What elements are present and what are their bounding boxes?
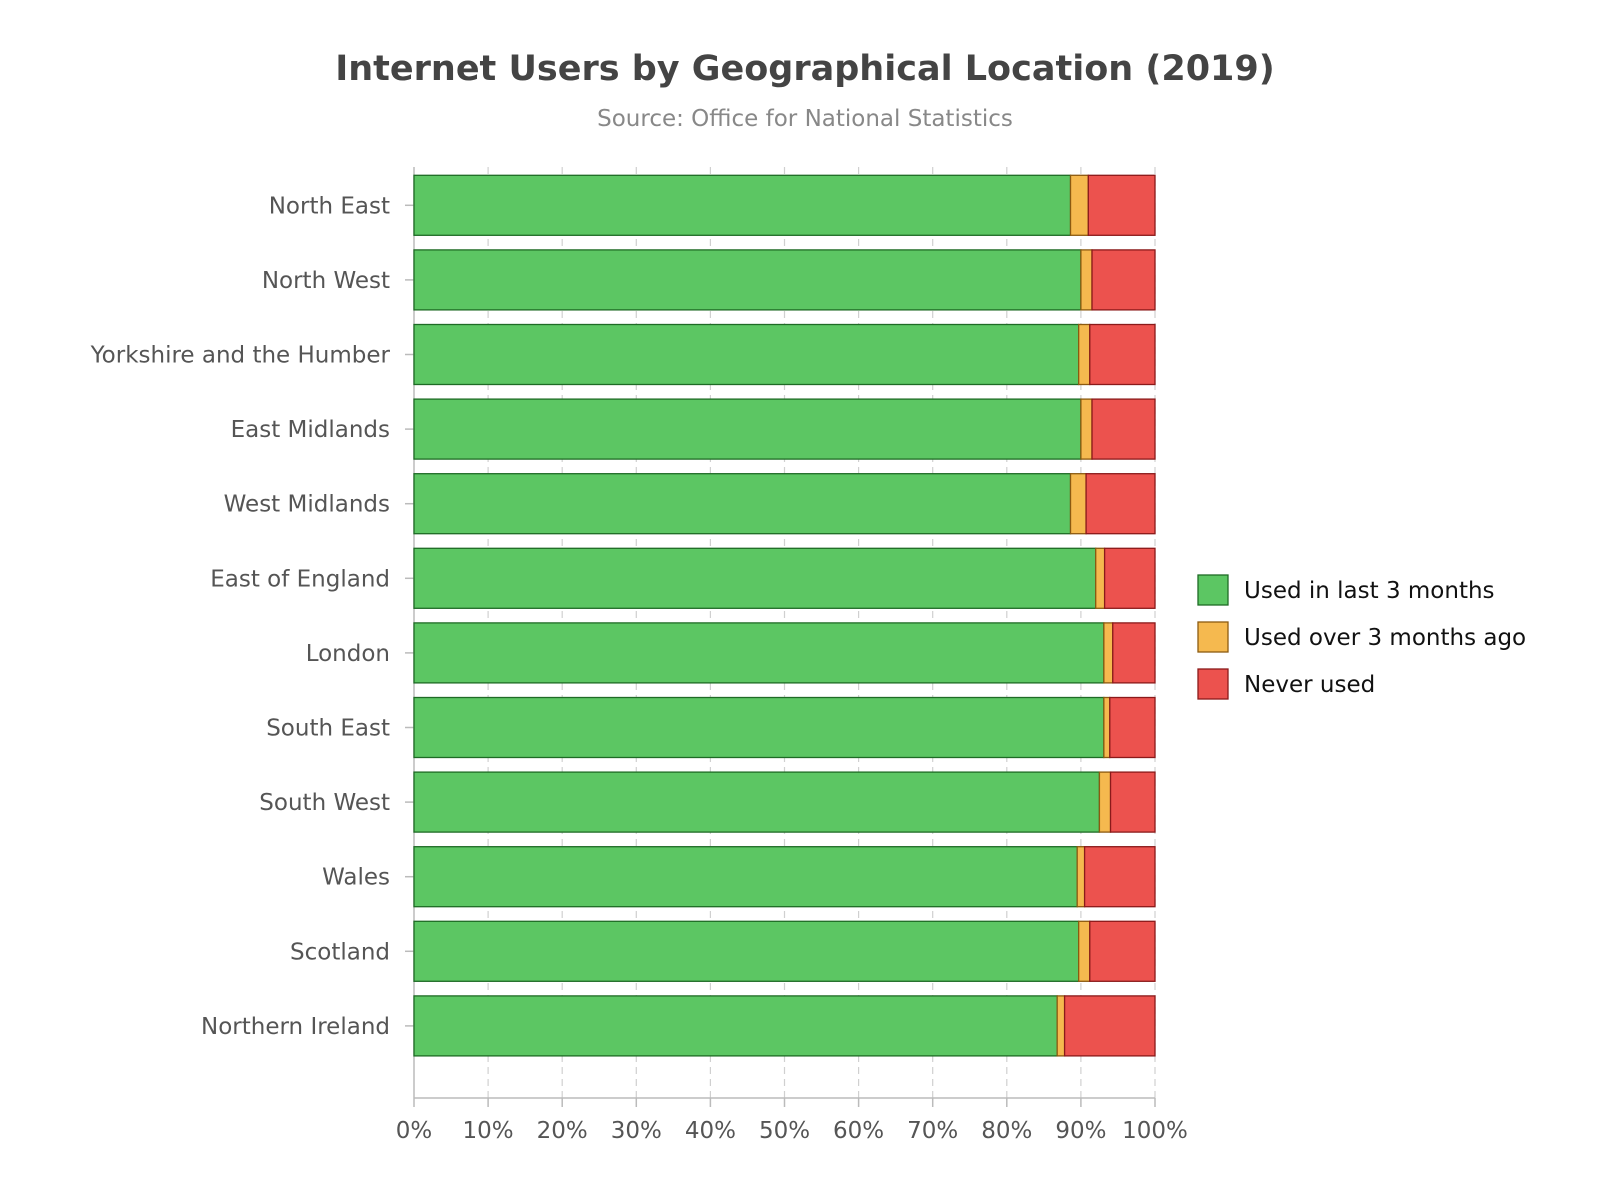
bar-segment-used-last-3-months[interactable]: [413, 846, 1078, 908]
bar-segment-never-used[interactable]: [1091, 249, 1156, 311]
bar-segment-never-used[interactable]: [1109, 771, 1156, 833]
bar-segment-used-last-3-months[interactable]: [413, 995, 1058, 1057]
x-tick-label: 10%: [463, 1118, 514, 1144]
bar-segment-used-over-3-months-ago[interactable]: [1076, 846, 1086, 908]
category-label: East Midlands: [231, 417, 390, 443]
category-label: East of England: [210, 566, 390, 592]
x-tick-label: 100%: [1122, 1118, 1188, 1144]
x-tick-label: 30%: [611, 1118, 662, 1144]
chart-title: Internet Users by Geographical Location …: [335, 49, 1275, 89]
bar-segment-used-last-3-months[interactable]: [413, 771, 1101, 833]
chart-subtitle: Source: Office for National Statistics: [597, 106, 1013, 132]
bar-segment-never-used[interactable]: [1089, 920, 1156, 982]
bar-segment-never-used[interactable]: [1085, 473, 1156, 535]
x-tick-label: 50%: [759, 1118, 810, 1144]
bar-segment-never-used[interactable]: [1063, 995, 1156, 1057]
bar-segment-used-last-3-months[interactable]: [413, 920, 1080, 982]
category-label: West Midlands: [224, 492, 390, 518]
bar-segment-never-used[interactable]: [1112, 622, 1156, 684]
bar-segment-used-last-3-months[interactable]: [413, 323, 1080, 386]
bar-segment-used-over-3-months-ago[interactable]: [1069, 473, 1087, 535]
bar-segment-used-last-3-months[interactable]: [413, 174, 1072, 236]
bar-segment-never-used[interactable]: [1091, 398, 1156, 460]
x-tick-label: 90%: [1055, 1118, 1106, 1144]
bar-segment-used-over-3-months-ago[interactable]: [1056, 995, 1066, 1057]
bar-segment-never-used[interactable]: [1089, 323, 1156, 386]
legend-swatch: [1197, 574, 1229, 606]
category-label: Scotland: [290, 939, 390, 965]
legend-swatch: [1197, 668, 1229, 700]
legend-label: Used over 3 months ago: [1244, 625, 1526, 651]
x-tick-labels: 0% 10% 20% 30% 40% 50% 60% 70% 80% 90% 100%: [396, 1118, 1188, 1144]
category-label: South East: [266, 716, 390, 742]
bars: [413, 174, 1156, 1057]
category-label: London: [306, 641, 390, 667]
category-label: Yorkshire and the Humber: [90, 343, 391, 369]
bar-segment-used-last-3-months[interactable]: [413, 473, 1072, 535]
bar-segment-never-used[interactable]: [1083, 846, 1156, 908]
x-tick-label: 40%: [685, 1118, 736, 1144]
x-tick-label: 0%: [396, 1118, 433, 1144]
bar-segment-used-over-3-months-ago[interactable]: [1103, 696, 1111, 759]
bar-segment-used-over-3-months-ago[interactable]: [1069, 174, 1089, 236]
bar-segment-used-last-3-months[interactable]: [413, 547, 1097, 609]
bar-segment-used-over-3-months-ago[interactable]: [1095, 547, 1106, 609]
bar-segment-used-over-3-months-ago[interactable]: [1103, 622, 1114, 684]
category-label: South West: [259, 790, 390, 816]
bar-segment-used-last-3-months[interactable]: [413, 622, 1105, 684]
legend-swatch: [1197, 621, 1229, 653]
bar-segment-used-over-3-months-ago[interactable]: [1098, 771, 1112, 833]
legend-label: Used in last 3 months: [1244, 578, 1495, 604]
bar-segment-never-used[interactable]: [1103, 547, 1156, 609]
category-label: Wales: [322, 865, 390, 891]
bar-segment-used-over-3-months-ago[interactable]: [1080, 249, 1093, 311]
bar-segment-used-last-3-months[interactable]: [413, 696, 1105, 759]
bar-segment-used-over-3-months-ago[interactable]: [1078, 920, 1091, 982]
x-tick-label: 70%: [907, 1118, 958, 1144]
legend-label: Never used: [1244, 672, 1375, 698]
category-label: North East: [269, 193, 390, 219]
legend: Used in last 3 months Used over 3 months …: [1197, 574, 1526, 700]
bar-segment-never-used[interactable]: [1087, 174, 1156, 236]
bar-segment-used-over-3-months-ago[interactable]: [1078, 323, 1091, 386]
bar-segment-used-last-3-months[interactable]: [413, 249, 1082, 311]
bar-segment-used-over-3-months-ago[interactable]: [1080, 398, 1093, 460]
category-label: Northern Ireland: [201, 1014, 390, 1040]
x-tick-label: 80%: [981, 1118, 1032, 1144]
bar-segment-used-last-3-months[interactable]: [413, 398, 1082, 460]
x-tick-label: 20%: [537, 1118, 588, 1144]
x-tick-label: 60%: [833, 1118, 884, 1144]
category-label: North West: [262, 268, 390, 294]
category-labels: North East North West Yorkshire and the Hu…: [90, 193, 391, 1040]
bar-segment-never-used[interactable]: [1109, 696, 1156, 759]
